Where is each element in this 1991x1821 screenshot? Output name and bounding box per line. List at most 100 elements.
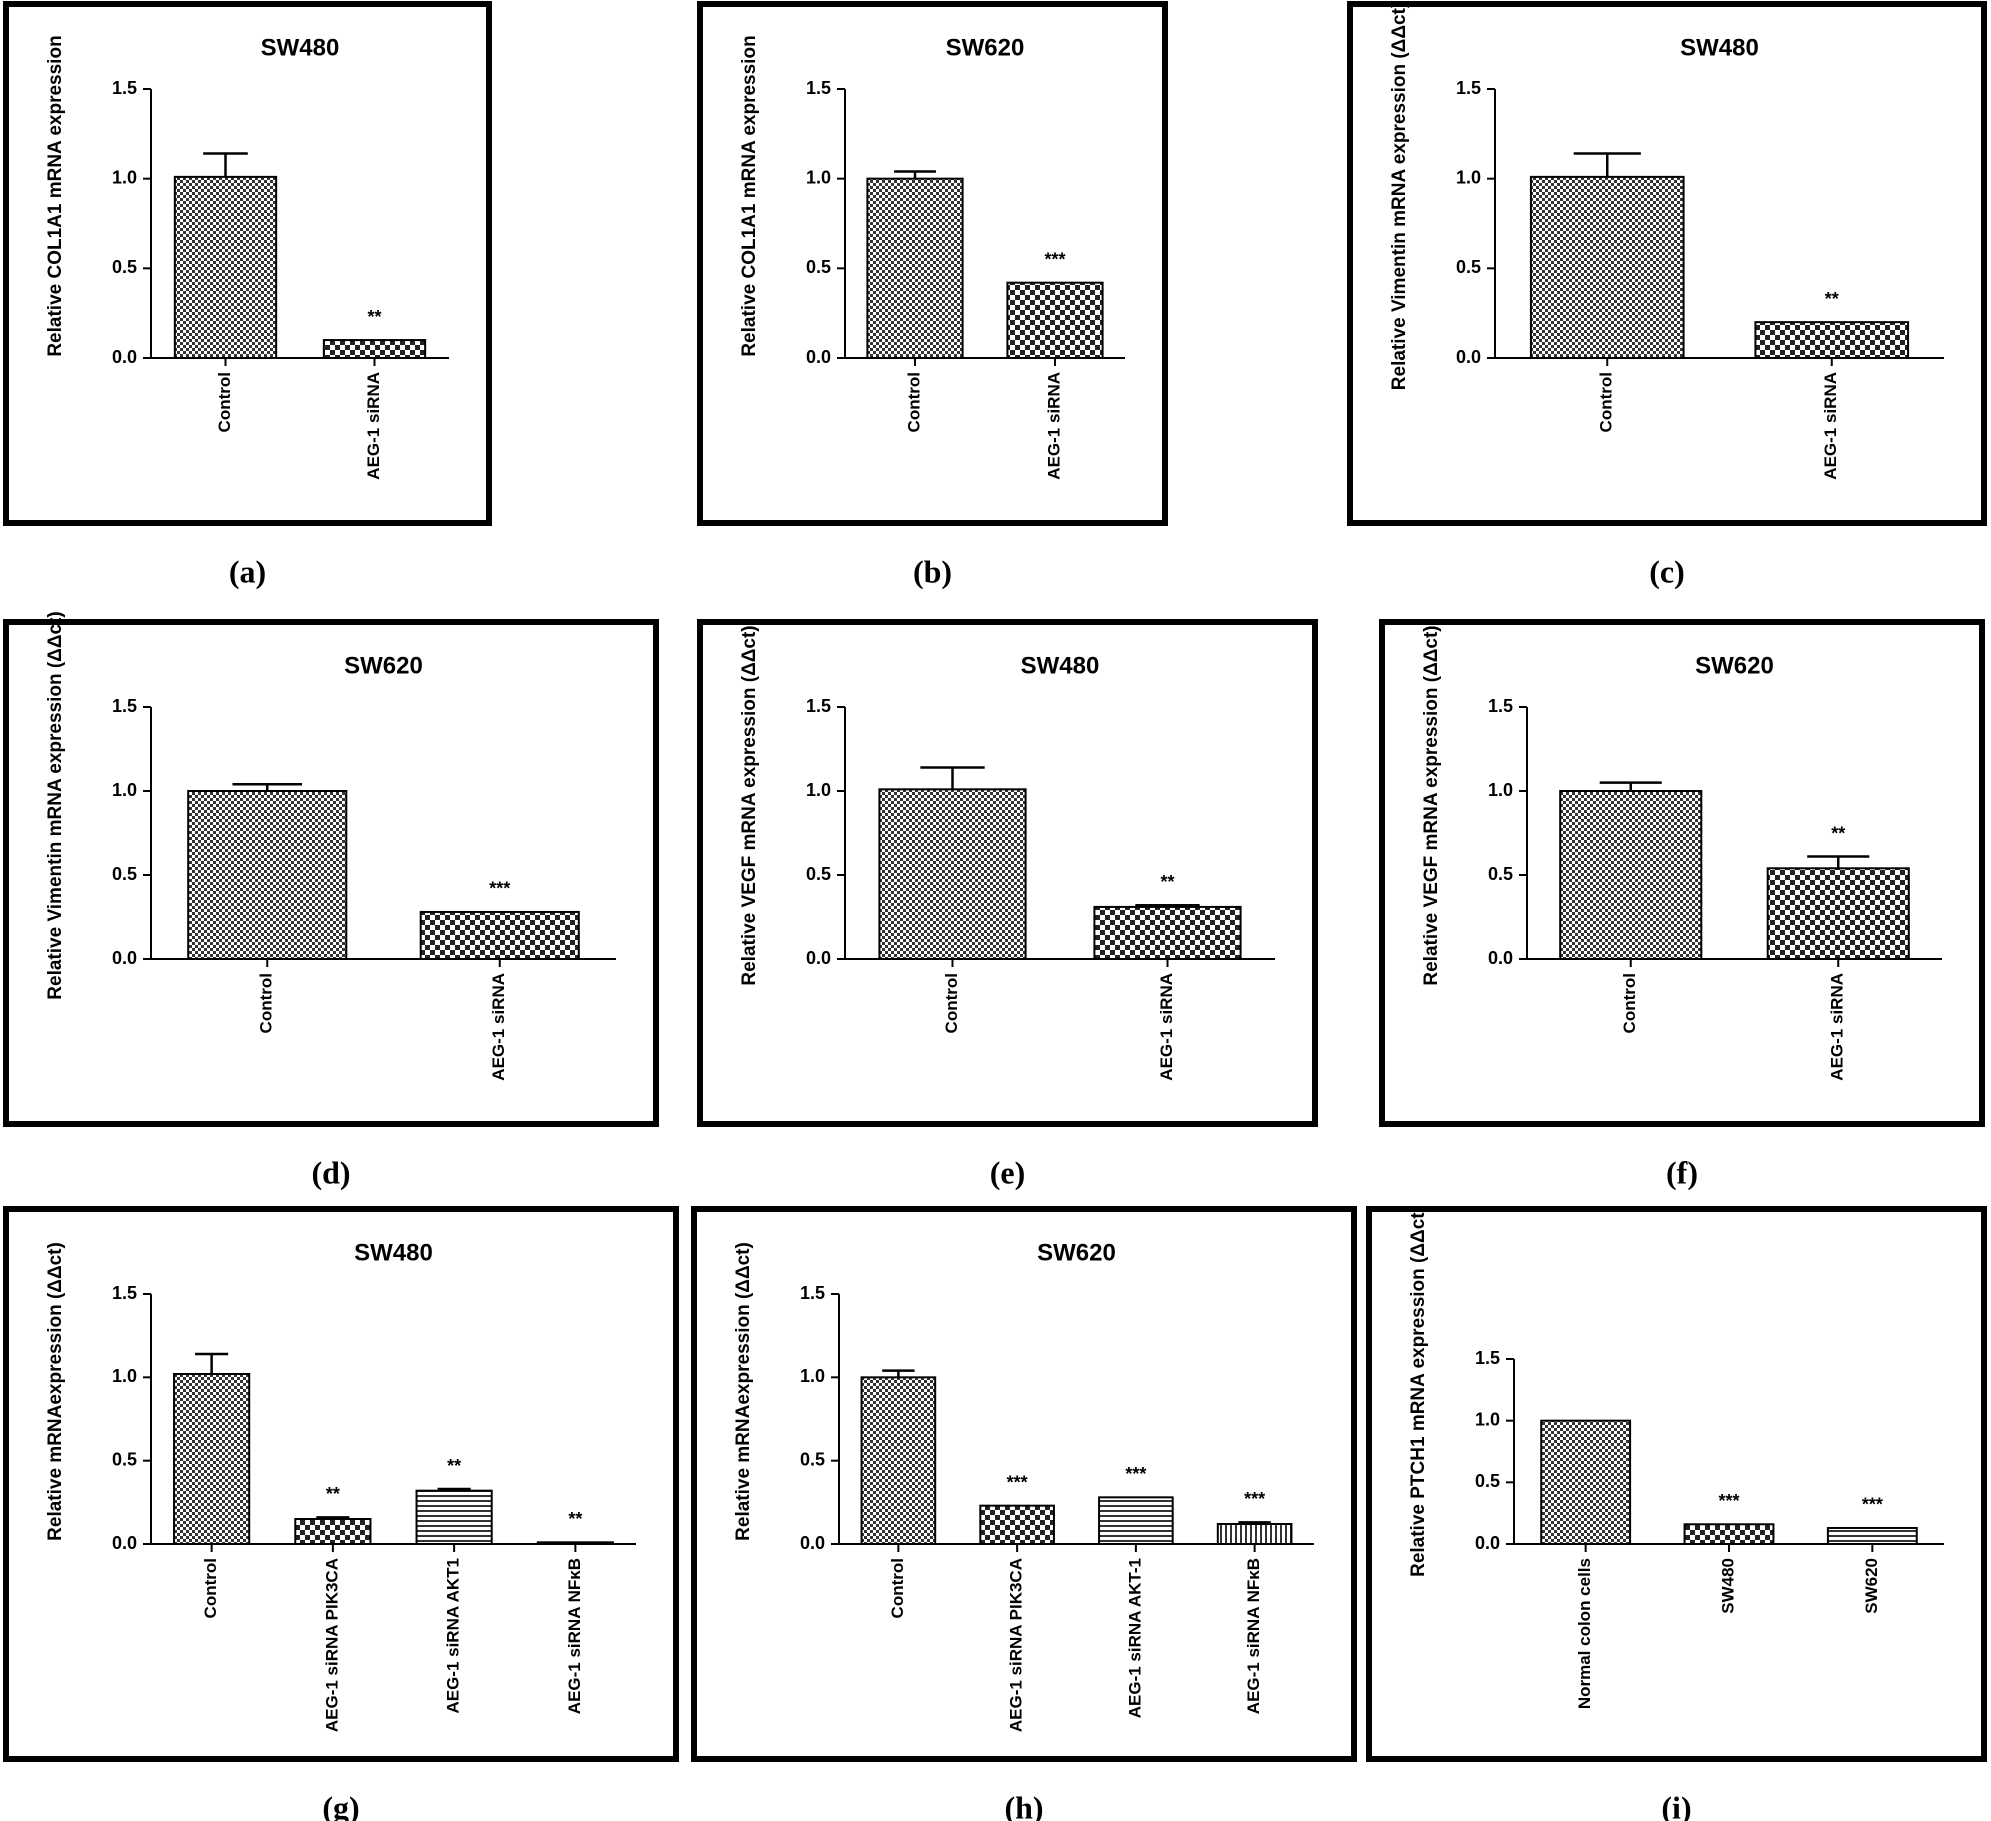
bar [1093,905,1242,960]
chart-panel: SW480 Relative COL1A1 mRNA expression 0.0 0… [3,1,492,589]
y-tick-label: 1.0 [806,167,831,187]
x-tick-label: AEG-1 siRNA PIK3CA [1007,1558,1026,1732]
x-tick-label: AEG-1 siRNA NFκB [565,1558,584,1714]
x-tick-label: SW480 [1718,1558,1737,1614]
y-tick-label: 1.0 [1475,1409,1500,1429]
bar [866,177,964,359]
x-tick-label: Control [904,372,923,432]
bar [173,1373,251,1545]
significance-label: *** [1007,1472,1028,1492]
significance-label: *** [1862,1495,1883,1515]
bar [1754,321,1910,359]
x-tick-label: Control [1597,372,1616,432]
bar [1098,1496,1174,1546]
x-tick-label: Control [215,372,234,432]
x-tick-label: AEG-1 siRNA PIK3CA [322,1558,341,1732]
panel-frame [697,1,1168,526]
panel-label: (c) [1649,553,1685,589]
chart-panel: SW480 Relative Vimentin mRNA expression (… [1347,1,1987,589]
panel-label: (i) [1661,1789,1691,1821]
bar [187,790,348,960]
y-tick-label: 1.0 [1488,780,1513,800]
significance-label: *** [1244,1489,1265,1509]
x-tick-label: AEG-1 siRNA [489,973,508,1081]
y-tick-label: 1.0 [112,780,137,800]
y-axis-label: Relative mRNAexpression (ΔΔct) [733,1242,754,1541]
bar [1826,1526,1918,1546]
panel-frame [3,619,659,1127]
y-tick-label: 1.0 [112,167,137,187]
bar [1559,790,1703,960]
x-tick-label: AEG-1 siRNA NFκB [1244,1558,1263,1714]
bar [294,1518,372,1545]
y-tick-label: 0.5 [1488,864,1513,884]
y-tick-label: 1.5 [1488,696,1513,716]
significance-label: *** [1718,1491,1739,1511]
y-tick-label: 0.0 [112,347,137,367]
significance-label: ** [1831,823,1845,843]
y-tick-label: 1.5 [806,78,831,98]
bar [1683,1523,1775,1546]
chart-title: SW480 [1680,34,1759,61]
chart-panel: SW620 Relative mRNAexpression (ΔΔct) 0.0 0.… [691,1206,1357,1821]
panel-frame [1347,1,1987,526]
chart-panel: Relative PTCH1 mRNA expression (ΔΔct) 0.0… [1366,1206,1987,1821]
significance-label: *** [489,879,510,899]
y-tick-label: 1.5 [112,696,137,716]
chart-panel: SW620 Relative VEGF mRNA expression (ΔΔct… [1379,619,1985,1190]
y-tick-label: 0.5 [806,257,831,277]
chart-title: SW620 [1695,652,1774,679]
chart-title: SW480 [1021,652,1100,679]
x-tick-label: AEG-1 siRNA AKT1 [444,1558,463,1714]
x-tick-label: AEG-1 siRNA [364,372,383,480]
significance-label: ** [568,1509,582,1529]
panel-label: (h) [1004,1789,1043,1821]
chart-title: SW480 [261,34,340,61]
y-axis-label: Relative VEGF mRNA expression (ΔΔct) [1421,625,1442,985]
x-tick-label: Control [942,973,961,1033]
bar [1006,281,1104,359]
bar [979,1504,1055,1545]
y-tick-label: 0.5 [112,257,137,277]
panel-label: (d) [311,1154,350,1190]
y-tick-label: 0.5 [112,864,137,884]
chart-panel: SW620 Relative Vimentin mRNA expression (… [3,611,659,1190]
y-tick-label: 0.0 [112,1533,137,1553]
y-tick-label: 0.0 [112,948,137,968]
y-tick-label: 0.0 [1456,347,1481,367]
bar [1216,1523,1293,1545]
panel-frame [3,1,492,526]
bar [322,339,427,360]
panel-label: (e) [990,1154,1026,1190]
panel-label: (b) [913,553,952,589]
x-tick-label: AEG-1 siRNA [1157,973,1176,1081]
chart-panel: SW480 Relative mRNAexpression (ΔΔct) 0.0 0.… [3,1206,679,1821]
panel-frame [1379,619,1985,1127]
y-axis-label: Relative VEGF mRNA expression (ΔΔct) [739,625,760,985]
y-axis-label: Relative mRNAexpression (ΔΔct) [45,1242,66,1541]
bar [1766,867,1910,961]
y-tick-label: 1.5 [806,696,831,716]
bar [1529,175,1685,359]
significance-label: ** [447,1456,461,1476]
y-axis-label: Relative COL1A1 mRNA expression [739,35,760,356]
y-tick-label: 0.0 [806,347,831,367]
x-tick-label: Control [257,973,276,1033]
x-tick-label: SW620 [1862,1558,1881,1614]
panel-frame [1366,1206,1987,1762]
bar [415,1489,493,1545]
significance-label: *** [1125,1464,1146,1484]
y-tick-label: 1.5 [1475,1348,1500,1368]
y-axis-label: Relative Vimentin mRNA expression (ΔΔct) [1389,2,1410,390]
panel-frame [691,1206,1357,1762]
chart-title: SW620 [344,652,423,679]
y-tick-label: 1.5 [1456,78,1481,98]
y-tick-label: 0.5 [1456,257,1481,277]
x-tick-label: AEG-1 siRNA [1821,372,1840,480]
x-tick-label: AEG-1 siRNA [1828,973,1847,1081]
significance-label: *** [1044,249,1065,269]
y-tick-label: 0.5 [1475,1471,1500,1491]
bar [878,788,1027,960]
y-tick-label: 0.5 [800,1449,825,1469]
